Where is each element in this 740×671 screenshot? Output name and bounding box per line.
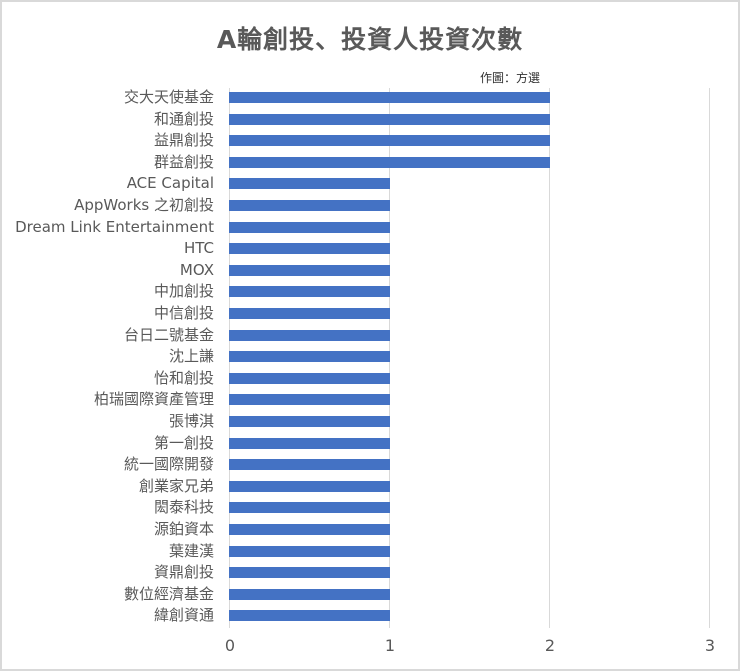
bar [229, 157, 550, 168]
bar [229, 524, 390, 535]
bar [229, 222, 390, 233]
category-label: 沈上謙 [168, 347, 214, 365]
bar [229, 114, 550, 125]
category-label: 柏瑞國際資產管理 [93, 390, 214, 408]
bar [229, 610, 390, 621]
category-label: 源鉑資本 [153, 520, 214, 538]
category-label: HTC [183, 239, 214, 257]
category-label: ACE Capital [126, 174, 214, 192]
x-tick-label: 3 [704, 636, 716, 655]
bar [229, 481, 390, 492]
bar [229, 200, 390, 211]
bar [229, 243, 390, 254]
bar [229, 92, 550, 103]
bar [229, 178, 390, 189]
category-label: 閎泰科技 [153, 498, 214, 516]
bar [229, 502, 390, 513]
category-label: 中信創投 [153, 304, 214, 322]
category-label: 怡和創投 [153, 369, 214, 387]
category-label: 群益創投 [153, 153, 214, 171]
category-label: MOX [179, 261, 214, 279]
category-label: 台日二號基金 [123, 326, 214, 344]
gridline [709, 88, 710, 628]
category-label: 和通創投 [153, 110, 214, 128]
bar [229, 330, 390, 341]
category-label: 張博淇 [168, 412, 214, 430]
bar [229, 286, 390, 297]
bar [229, 308, 390, 319]
bar [229, 373, 390, 384]
bar [229, 135, 550, 146]
bar [229, 416, 390, 427]
chart-title: A輪創投、投資人投資次數 [216, 25, 524, 54]
x-tick-label: 0 [224, 636, 236, 655]
chart-credit: 作圖：方選 [480, 71, 541, 85]
bar [229, 438, 390, 449]
bar [229, 567, 390, 578]
category-label: 資鼎創投 [153, 563, 214, 581]
category-label: AppWorks 之初創投 [74, 196, 214, 214]
category-label: 統一國際開發 [123, 455, 214, 473]
category-label: 創業家兄弟 [138, 477, 214, 495]
gridline [549, 88, 550, 628]
bar [229, 265, 390, 276]
x-tick-label: 2 [544, 636, 556, 655]
category-label: 葉建漢 [168, 542, 214, 560]
category-label: 益鼎創投 [153, 131, 214, 149]
bar [229, 546, 390, 557]
x-tick-label: 1 [384, 636, 396, 655]
category-label: 中加創投 [153, 282, 214, 300]
category-label: 第一創投 [153, 434, 214, 452]
bar [229, 351, 390, 362]
bar [229, 589, 390, 600]
category-label: 交大天使基金 [123, 88, 214, 106]
bar [229, 459, 390, 470]
bar [229, 394, 390, 405]
category-label: 緯創資通 [153, 606, 214, 624]
category-label: Dream Link Entertainment [15, 218, 214, 236]
category-label: 數位經濟基金 [123, 585, 214, 603]
